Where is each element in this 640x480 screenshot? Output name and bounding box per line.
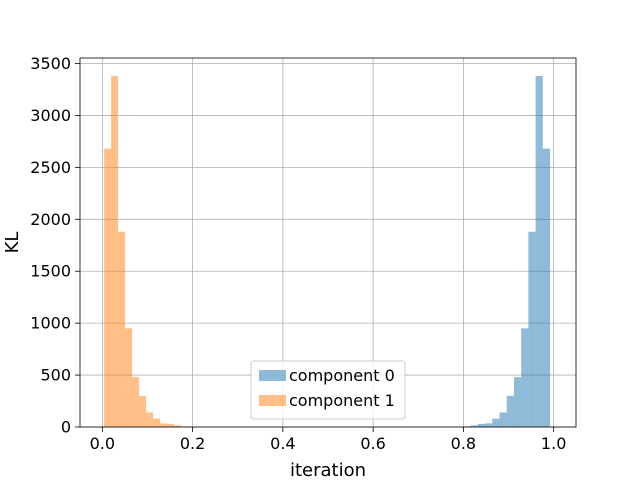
x-tick-label: 0.0 (90, 434, 115, 453)
bar-series-0-bin-6 (506, 395, 514, 427)
bar-series-1-bin-10 (174, 425, 182, 427)
y-tick-label: 2500 (30, 158, 71, 177)
y-tick-label: 1000 (30, 314, 71, 333)
legend-label: component 0 (289, 366, 395, 385)
y-tick-label: 500 (40, 366, 71, 385)
bars-layer (104, 75, 551, 427)
y-tick-label: 3000 (30, 106, 71, 125)
bar-series-1-bin-0 (104, 148, 112, 427)
bar-series-1-bin-7 (153, 418, 161, 427)
bar-series-1-bin-3 (125, 328, 133, 427)
plot-frame (79, 57, 577, 428)
bar-series-0-bin-8 (521, 328, 529, 427)
bar-series-0-bin-10 (535, 75, 543, 427)
bar-series-1-bin-8 (160, 423, 168, 427)
legend-swatch (259, 395, 286, 406)
bar-series-1-bin-1 (111, 75, 119, 427)
x-axis-label: iteration (290, 460, 366, 480)
x-tick-label: 0.4 (270, 434, 295, 453)
y-tick-label: 0 (61, 418, 71, 437)
y-tick-label: 1500 (30, 262, 71, 281)
bar-series-0-bin-4 (492, 418, 500, 427)
x-tick-label: 0.6 (360, 434, 385, 453)
grid-layer (80, 58, 576, 428)
bar-series-1-bin-6 (146, 412, 154, 427)
bar-series-0-bin-5 (499, 412, 507, 427)
legend-swatch (259, 370, 286, 381)
y-axis-label: KL (2, 232, 23, 254)
y-tick-label: 2000 (30, 210, 71, 229)
bar-series-0-bin-7 (513, 377, 522, 427)
bar-series-1-bin-2 (118, 231, 126, 427)
bar-series-1-bin-9 (167, 423, 175, 427)
x-tick-label: 1.0 (541, 434, 566, 453)
legend: component 0 component 1 (250, 360, 406, 420)
y-tick-label: 3500 (30, 54, 71, 73)
bar-series-0-bin-11 (542, 148, 551, 427)
bar-series-1-bin-4 (132, 377, 140, 427)
bar-series-0-bin-3 (485, 423, 493, 427)
legend-label: component 1 (289, 391, 395, 410)
ticks-layer: 0.0 0.2 0.4 0.6 0.8 1.0 0 500 1000 1500 2000 2500 30… (30, 54, 566, 453)
bar-series-1-bin-5 (139, 395, 147, 427)
bar-series-0-bin-9 (528, 231, 536, 427)
bar-series-0-bin-2 (477, 423, 486, 427)
x-tick-label: 0.8 (451, 434, 476, 453)
x-tick-label: 0.2 (180, 434, 205, 453)
bar-series-0-bin-1 (470, 425, 478, 427)
legend-box (250, 360, 406, 420)
